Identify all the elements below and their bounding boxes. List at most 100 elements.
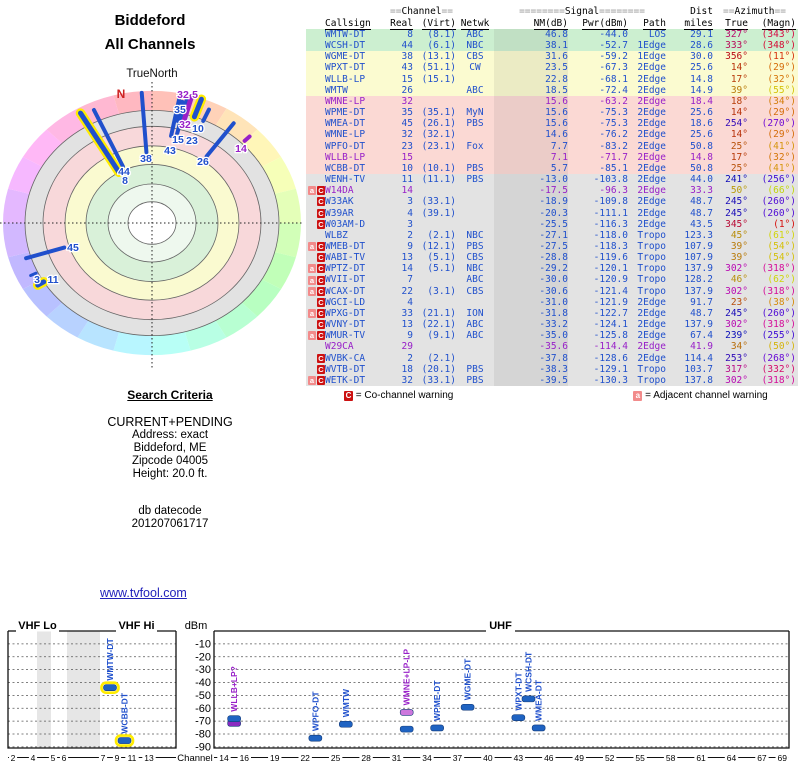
station-marker-wpme-dt [430,724,444,732]
tick-label-bg [450,752,465,762]
noise-margin-cell: -13.0 [494,174,568,186]
radar-hue-ring-segment [22,279,63,317]
warning-cell [306,141,325,152]
station-marker-wpxt-dt [511,714,526,721]
network-cell: NBC [466,40,484,52]
distance-cell: 50.8 [690,162,713,174]
path-cell: 2Edge [637,296,666,308]
channel-tick-label: 55 [635,753,645,763]
radar-spoke-ch32 [180,93,195,126]
table-row-wcbb-dt: WCBB-DT 10 (10.1) PBS 5.7 -85.1 2Edge 50.8 25° (4… [306,162,798,175]
noise-margin-cell: -30.0 [494,274,568,286]
network-cell: PBS [466,374,484,386]
virtual-channel-cell: (39.1) [421,207,456,219]
radar-channel-label: 35 [174,104,186,116]
warning-cell [306,85,325,96]
tick-label-bg [724,752,739,762]
adjacent-channel-warning-icon: a [308,286,316,296]
co-channel-warning-icon: C [317,186,325,196]
power-cell: -83.2 [599,140,628,152]
tick-label-bg [572,752,586,762]
callsign-cell: W14DA [325,185,354,197]
dbm-tick-label: -80 [195,729,211,741]
virtual-channel-cell: (51.1) [421,62,456,74]
tick-label-bg [112,752,122,762]
real-channel-cell: 18 [401,363,413,375]
search-criteria-title: Search Criteria [127,388,213,402]
distance-cell: 18.4 [690,95,713,107]
virtual-channel-cell: (5.1) [427,252,456,264]
virtual-channel-cell [413,85,456,96]
datecode-value: 201207061717 [131,518,209,530]
station-marker-wcbb-dt [117,737,132,744]
signal-table: ==Channel== ========Signal======== Dist ==A… [306,6,798,386]
station-marker-wmtw [338,720,353,728]
adjacent-channel-warning-icon: a [633,391,643,401]
dbm-tick-label: -60 [195,703,211,715]
distance-cell: 67.4 [690,330,713,342]
azimuth-magnetic-cell: (55°) [767,84,796,96]
azimuth-magnetic-cell: (41°) [767,140,796,152]
radar-spoke-ch35 [175,99,185,123]
callsign-cell: WETK-DT [325,374,366,386]
power-cell: -116.3 [593,218,628,230]
azimuth-magnetic-cell: (318°) [761,319,796,331]
radar-channel-label: 32 [177,89,189,101]
radar-hue-ring-segment [152,331,191,356]
noise-margin-cell: -28.8 [494,252,568,264]
callsign-cell: WABI-TV [325,252,366,264]
table-row-w14da: a C W14DA 14 -17.5 -96.3 2Edge 33.3 50° (66°) [306,185,798,197]
tick-label-bg [359,752,373,762]
table-row-wvii-dt: a C WVII-DT 7 ABC -30.0 -120.9 Tropo 128.2 46° (62… [306,274,798,286]
virtual-channel-cell: (23.1) [421,140,456,152]
power-cell: -63.2 [599,95,628,107]
network-cell: PBS [466,240,484,252]
network-cell: CBS [466,285,484,297]
co-channel-warning-icon: C [317,331,325,341]
distance-cell: 25.6 [690,107,713,119]
callsign-cell: WMUR-TV [325,330,366,342]
magnetic-north-label: N [117,87,126,101]
virtual-channel-cell: (12.1) [421,240,456,252]
channel-tick-label: 9 [115,753,120,763]
tick-label-bg [511,752,526,762]
tvfool-link[interactable]: www.tvfool.com [100,586,187,600]
noise-margin-cell: -18.9 [494,196,568,208]
distance-cell: 48.7 [690,196,713,208]
power-cell: -122.7 [593,307,628,319]
virtual-channel-cell: (2.1) [427,229,456,241]
radar-channel-label: 15 [172,134,184,146]
virtual-channel-cell: (10.1) [421,162,456,174]
table-row-wmne-lp: WMNE-LP 32 (32.1) 14.6 -76.2 2Edge 25.6 14° (29°… [306,129,798,141]
channel-tick-label: 64 [727,753,737,763]
radar-hue-ring-segment [22,129,63,167]
noise-margin-cell: 15.6 [494,95,568,108]
path-cell: 2Edge [637,151,666,163]
power-cell: -59.2 [599,51,628,63]
channel-tick-label: 22 [300,753,310,763]
station-marker-wmea-dt [531,724,546,732]
station-marker-wmne+lp-lp [399,709,414,716]
virtual-channel-cell [413,341,456,352]
radar-spoke-ch45 [24,245,67,261]
radar-channel-label: 26 [197,156,209,168]
callsign-cell: WMEA-DT [325,118,366,130]
warning-cell [306,118,325,129]
co-channel-warning-icon: C [317,320,325,330]
channel-tick-label: 13 [144,753,154,763]
power-cell: -120.1 [593,263,628,275]
station-label-wmtw-dt: WMTW-DT [105,638,115,681]
table-row-wmtw: WMTW 26 ABC 18.5 -72.4 2Edge 14.9 39° (55°) [306,84,798,96]
azimuth-group-header: ==Azimuth== [723,6,786,17]
radar-channel-label: 38 [140,153,152,165]
distance-cell: 25.6 [690,62,713,74]
noise-margin-cell: -35.0 [494,330,568,342]
adjacent-channel-warning-icon: a [308,375,316,385]
distance-cell: 14.9 [690,84,713,96]
warning-cell: C [306,353,325,364]
spectrum-gap-band [67,631,100,748]
channel-tick-label: 52 [605,753,615,763]
network-cell: ABC [466,330,484,342]
adjacent-channel-warning-icon: a [308,275,316,285]
azimuth-magnetic-cell: (260°) [761,307,796,319]
